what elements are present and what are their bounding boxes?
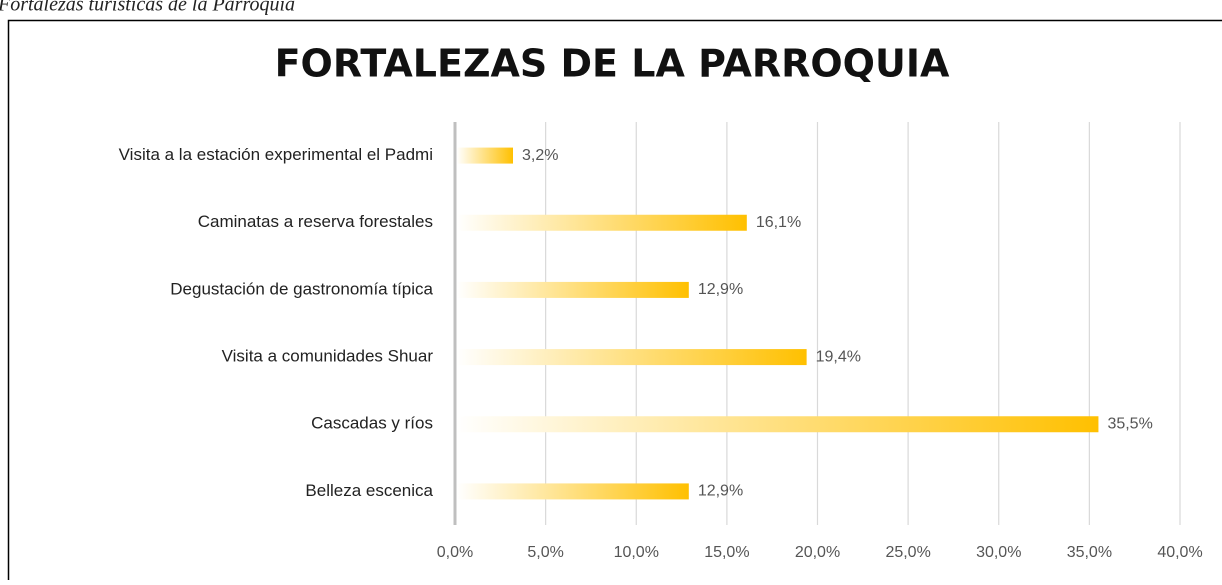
- y-tick-label: Belleza escenica: [305, 481, 433, 500]
- y-tick-label: Caminatas a reserva forestales: [198, 212, 433, 231]
- bar: [457, 416, 1098, 432]
- bar: [457, 215, 747, 231]
- value-label: 35,5%: [1107, 415, 1152, 432]
- x-tick-label: 25,0%: [885, 544, 930, 561]
- x-tick-label: 35,0%: [1067, 544, 1112, 561]
- bar: [457, 349, 807, 365]
- bar: [457, 483, 689, 499]
- x-tick-label: 15,0%: [704, 544, 749, 561]
- value-label: 3,2%: [522, 147, 558, 164]
- y-tick-label: Cascadas y ríos: [311, 414, 433, 433]
- y-tick-label: Visita a la estación experimental el Pad…: [119, 145, 433, 164]
- value-label: 12,9%: [698, 483, 743, 500]
- bar: [457, 148, 513, 164]
- chart-title: FORTALEZAS DE LA PARROQUIA: [275, 42, 950, 86]
- x-tick-label: 10,0%: [614, 544, 659, 561]
- y-tick-label: Degustación de gastronomía típica: [170, 279, 433, 298]
- bar: [457, 282, 689, 298]
- x-tick-label: 20,0%: [795, 544, 840, 561]
- value-label: 16,1%: [756, 214, 801, 231]
- y-tick-label: Visita a comunidades Shuar: [222, 347, 434, 366]
- value-label: 19,4%: [816, 348, 861, 365]
- value-label: 12,9%: [698, 281, 743, 298]
- x-tick-label: 30,0%: [976, 544, 1021, 561]
- x-tick-label: 40,0%: [1157, 544, 1202, 561]
- caption: Fortalezas turísticas de la Parroquia: [0, 0, 295, 16]
- x-tick-label: 0,0%: [437, 544, 473, 561]
- x-tick-label: 5,0%: [527, 544, 563, 561]
